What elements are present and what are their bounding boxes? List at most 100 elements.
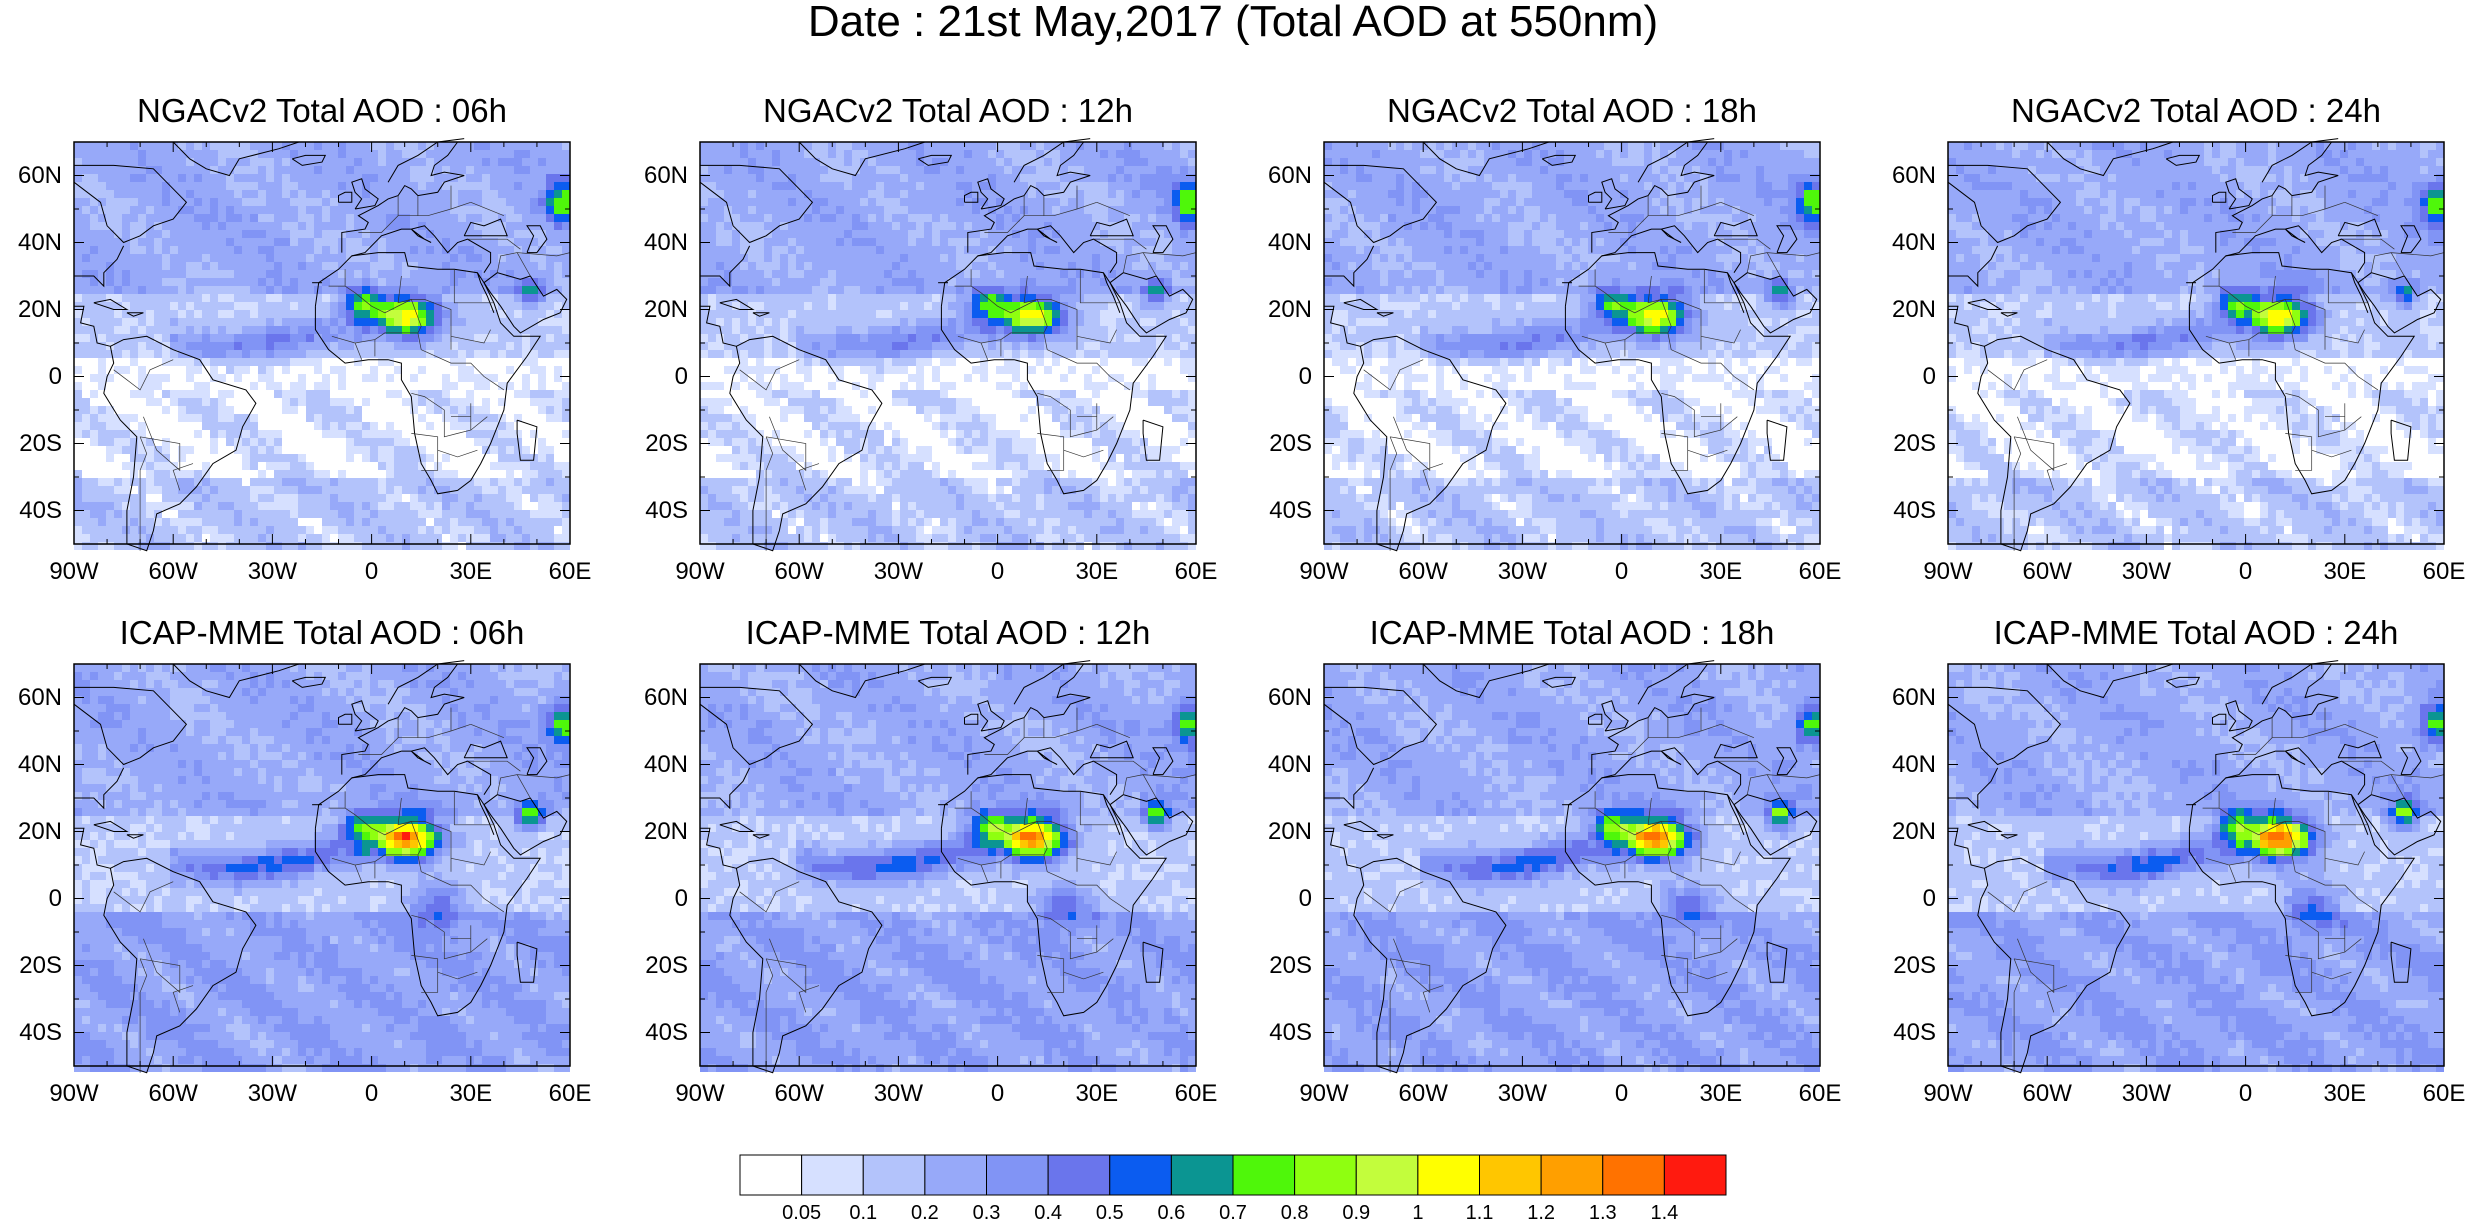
lon-tick-label: 0 [991, 1080, 1004, 1108]
colorbar-swatch [1603, 1155, 1665, 1195]
lat-tick-label: 40S [1269, 1019, 1312, 1047]
lon-tick-label: 90W [49, 1080, 98, 1108]
colorbar-swatch [863, 1155, 925, 1195]
lon-tick-label: 60W [149, 1080, 198, 1108]
lat-tick-label: 60N [1892, 684, 1936, 712]
lat-tick-label: 40N [1268, 751, 1312, 779]
colorbar-swatch [925, 1155, 987, 1195]
lon-tick-label: 30W [874, 558, 923, 586]
lat-tick-label: 20N [18, 296, 62, 324]
lon-tick-label: 60E [549, 558, 592, 586]
lon-tick-label: 30W [2122, 558, 2171, 586]
lat-tick-label: 40N [18, 229, 62, 257]
lat-tick-label: 40S [1269, 497, 1312, 525]
lon-tick-label: 30E [1699, 1080, 1742, 1108]
aod-field [74, 142, 570, 550]
lon-tick-label: 60W [775, 1080, 824, 1108]
aod-field [700, 142, 1196, 550]
lon-tick-label: 30W [248, 558, 297, 586]
panel-title: ICAP-MME Total AOD : 12h [700, 614, 1196, 652]
lat-tick-label: 0 [1299, 885, 1312, 913]
lat-tick-label: 20S [1893, 430, 1936, 458]
lon-tick-label: 30W [2122, 1080, 2171, 1108]
lat-tick-label: 60N [1268, 162, 1312, 190]
lon-tick-label: 60E [1799, 558, 1842, 586]
lat-tick-label: 40S [19, 1019, 62, 1047]
aod-map [1948, 142, 2444, 544]
lat-tick-label: 0 [49, 363, 62, 391]
lon-tick-label: 0 [1615, 558, 1628, 586]
lon-tick-label: 0 [991, 558, 1004, 586]
panel-title: ICAP-MME Total AOD : 06h [74, 614, 570, 652]
aod-colorbar [740, 1155, 1726, 1195]
aod-map [1948, 664, 2444, 1066]
lat-tick-label: 0 [675, 363, 688, 391]
lon-tick-label: 90W [49, 558, 98, 586]
lat-tick-label: 40S [1893, 497, 1936, 525]
lat-tick-label: 60N [1268, 684, 1312, 712]
lon-tick-label: 60W [2023, 1080, 2072, 1108]
aod-map [74, 142, 570, 544]
lon-tick-label: 0 [2239, 1080, 2252, 1108]
lon-tick-label: 60W [1399, 558, 1448, 586]
colorbar-swatch [1480, 1155, 1542, 1195]
lat-tick-label: 20N [1268, 296, 1312, 324]
lon-tick-label: 30W [1498, 558, 1547, 586]
lat-tick-label: 0 [1923, 885, 1936, 913]
lon-tick-label: 0 [1615, 1080, 1628, 1108]
lon-tick-label: 30E [2323, 558, 2366, 586]
aod-field [700, 664, 1196, 1072]
lon-tick-label: 30E [449, 1080, 492, 1108]
lon-tick-label: 0 [365, 558, 378, 586]
lon-tick-label: 90W [1923, 1080, 1972, 1108]
lat-tick-label: 20S [1269, 430, 1312, 458]
lon-tick-label: 60E [1175, 1080, 1218, 1108]
lat-tick-label: 0 [1299, 363, 1312, 391]
lon-tick-label: 30W [248, 1080, 297, 1108]
panel-title: NGACv2 Total AOD : 06h [74, 92, 570, 130]
aod-field [1324, 142, 1820, 550]
lon-tick-label: 90W [675, 558, 724, 586]
lat-tick-label: 20S [19, 952, 62, 980]
lat-tick-label: 20N [1892, 296, 1936, 324]
lat-tick-label: 40N [1892, 751, 1936, 779]
lon-tick-label: 90W [1299, 1080, 1348, 1108]
colorbar-swatch [1110, 1155, 1172, 1195]
lon-tick-label: 0 [2239, 558, 2252, 586]
lon-tick-label: 60W [1399, 1080, 1448, 1108]
lat-tick-label: 40S [645, 497, 688, 525]
lat-tick-label: 20S [1893, 952, 1936, 980]
colorbar-swatch [1664, 1155, 1726, 1195]
panel-title: ICAP-MME Total AOD : 18h [1324, 614, 1820, 652]
lon-tick-label: 30E [1699, 558, 1742, 586]
lat-tick-label: 20N [1892, 818, 1936, 846]
lat-tick-label: 60N [18, 162, 62, 190]
lat-tick-label: 20N [18, 818, 62, 846]
lat-tick-label: 40S [1893, 1019, 1936, 1047]
colorbar-swatch [1541, 1155, 1603, 1195]
lon-tick-label: 60E [549, 1080, 592, 1108]
lat-tick-label: 40N [18, 751, 62, 779]
lat-tick-label: 40N [1892, 229, 1936, 257]
aod-field [74, 664, 570, 1072]
lon-tick-label: 60E [1799, 1080, 1842, 1108]
lat-tick-label: 20S [1269, 952, 1312, 980]
colorbar-swatch [1418, 1155, 1480, 1195]
lon-tick-label: 30W [874, 1080, 923, 1108]
lon-tick-label: 60W [775, 558, 824, 586]
lon-tick-label: 30W [1498, 1080, 1547, 1108]
lat-tick-label: 60N [1892, 162, 1936, 190]
lat-tick-label: 20S [645, 430, 688, 458]
lon-tick-label: 60W [2023, 558, 2072, 586]
aod-map [700, 142, 1196, 544]
lon-tick-label: 30E [2323, 1080, 2366, 1108]
aod-map [700, 664, 1196, 1066]
lat-tick-label: 20N [644, 818, 688, 846]
lat-tick-label: 40N [644, 751, 688, 779]
aod-map [1324, 142, 1820, 544]
lon-tick-label: 90W [1299, 558, 1348, 586]
lat-tick-label: 40S [645, 1019, 688, 1047]
lon-tick-label: 30E [449, 558, 492, 586]
lat-tick-label: 20S [645, 952, 688, 980]
